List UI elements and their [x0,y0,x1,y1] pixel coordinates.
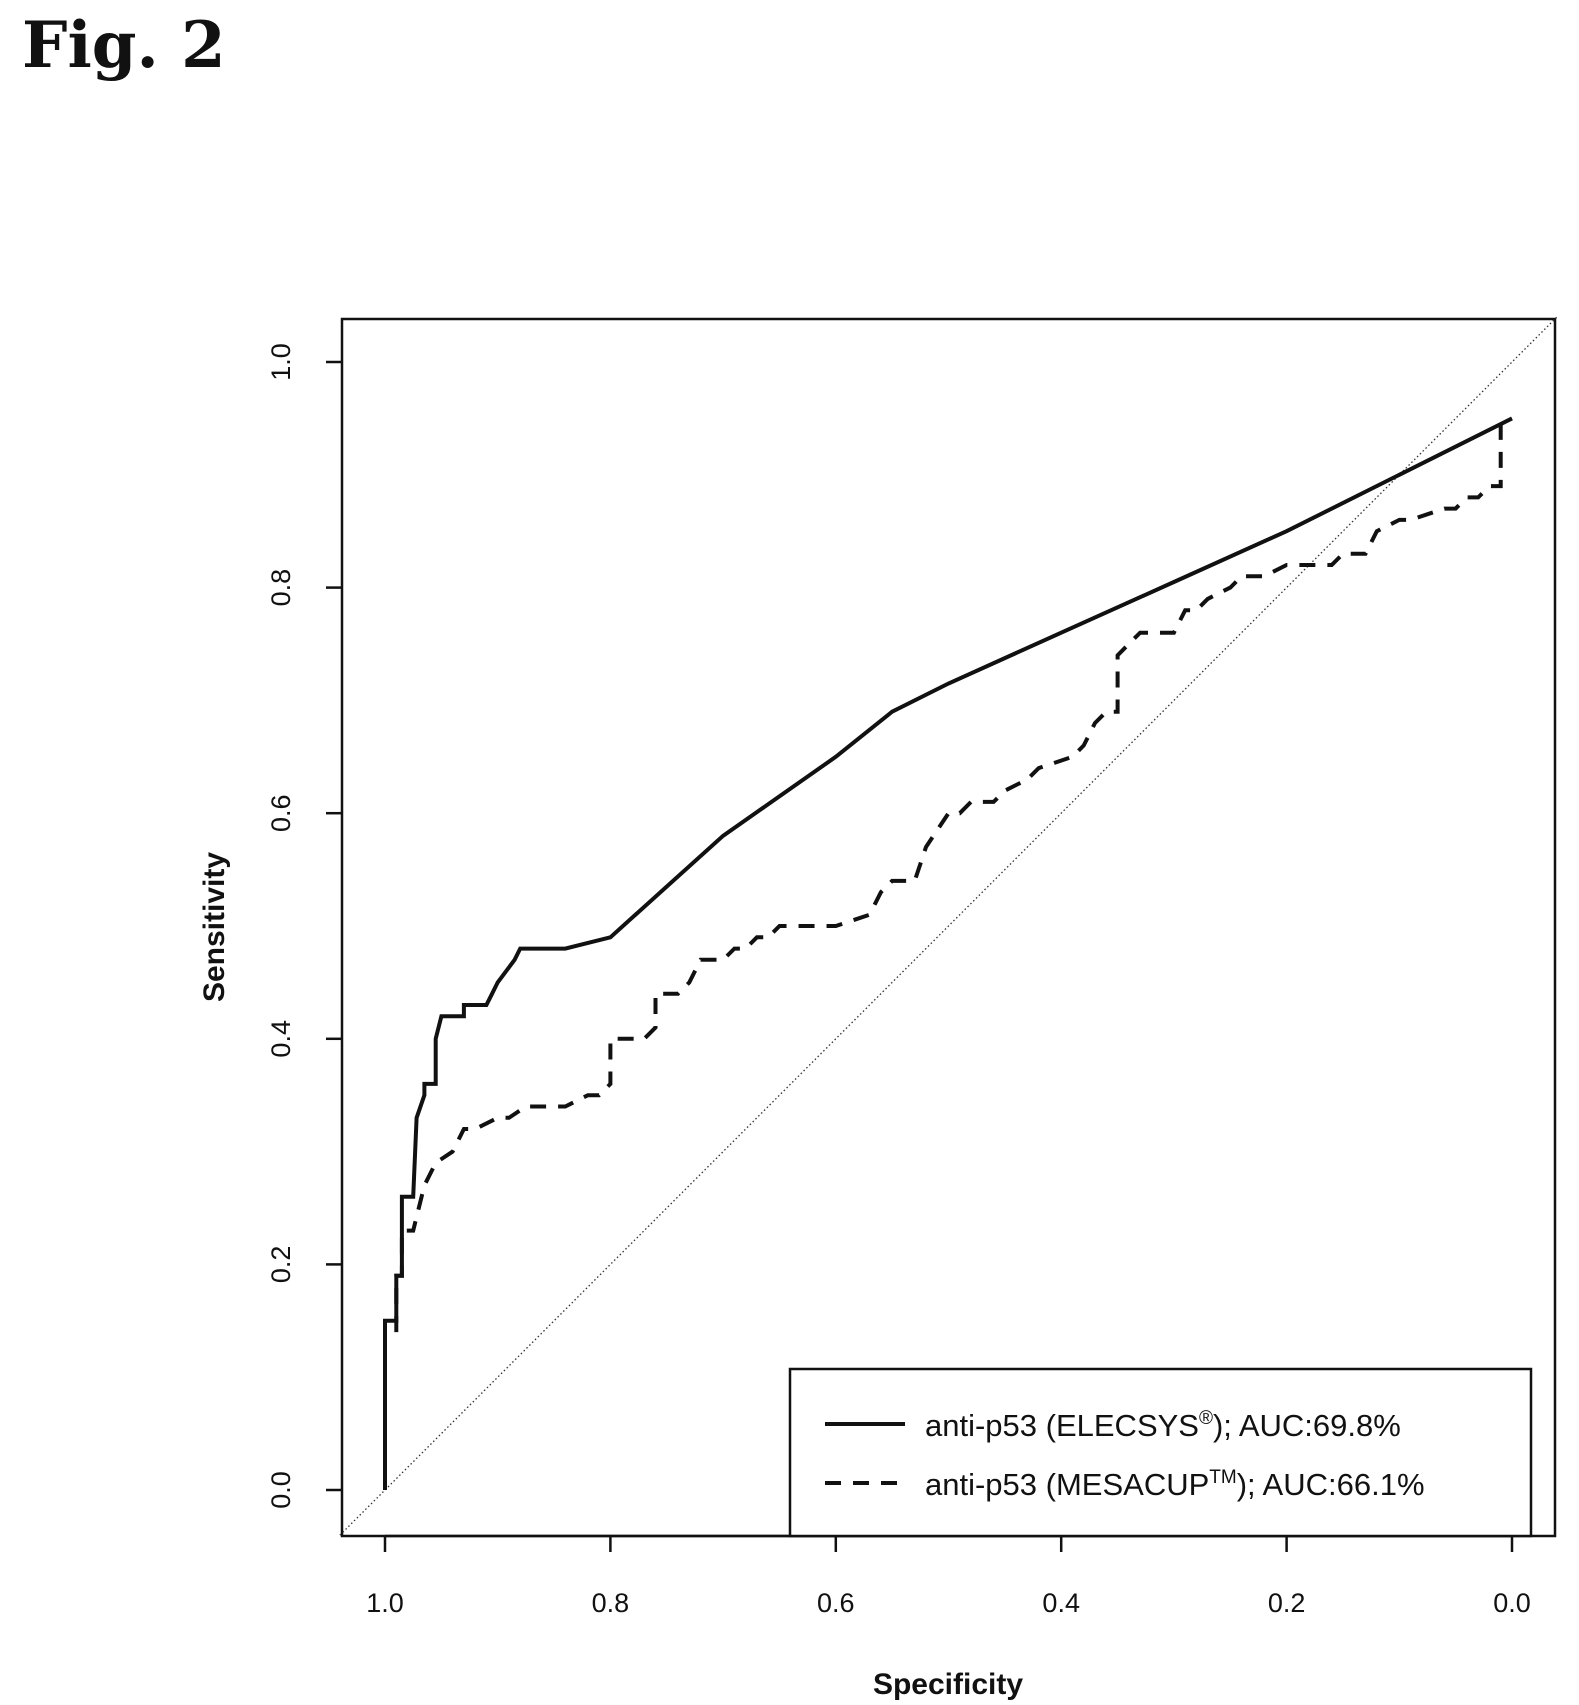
x-tick-label: 0.0 [1493,1588,1531,1618]
y-tick-label: 1.0 [266,343,296,381]
x-tick-label: 0.8 [592,1588,630,1618]
series-line-mesacup [394,416,1507,1333]
x-tick-label: 0.4 [1042,1588,1080,1618]
y-tick-label: 0.8 [266,569,296,607]
legend-label-mesacup: anti-p53 (MESACUPTM); AUC:66.1% [925,1467,1425,1502]
figure-label: Fig. 2 [22,8,226,83]
x-axis: 1.0 0.8 0.6 0.4 0.2 0.0 [366,1534,1531,1618]
x-tick-label: 0.6 [817,1588,855,1618]
y-tick-label: 0.6 [266,794,296,832]
y-tick-label: 0.0 [266,1471,296,1509]
y-tick-label: 0.4 [266,1020,296,1058]
legend: anti-p53 (ELECSYS®); AUC:69.8% anti-p53 … [788,1367,1533,1538]
x-tick-label: 1.0 [366,1588,404,1618]
legend-box [788,1367,1533,1538]
legend-label-elecsys: anti-p53 (ELECSYS®); AUC:69.8% [925,1408,1401,1443]
y-axis: 0.0 0.2 0.4 0.6 0.8 1.0 [266,343,342,1509]
x-axis-title: Specificity [873,1668,1023,1701]
series-lines [383,416,1513,1490]
x-tick-label: 0.2 [1268,1588,1306,1618]
reference-diagonal [339,316,1558,1536]
y-axis-title: Sensitivity [198,852,231,1002]
y-tick-label: 0.2 [266,1246,296,1284]
reference-line [339,316,1558,1536]
series-line-elecsys [383,416,1513,1490]
